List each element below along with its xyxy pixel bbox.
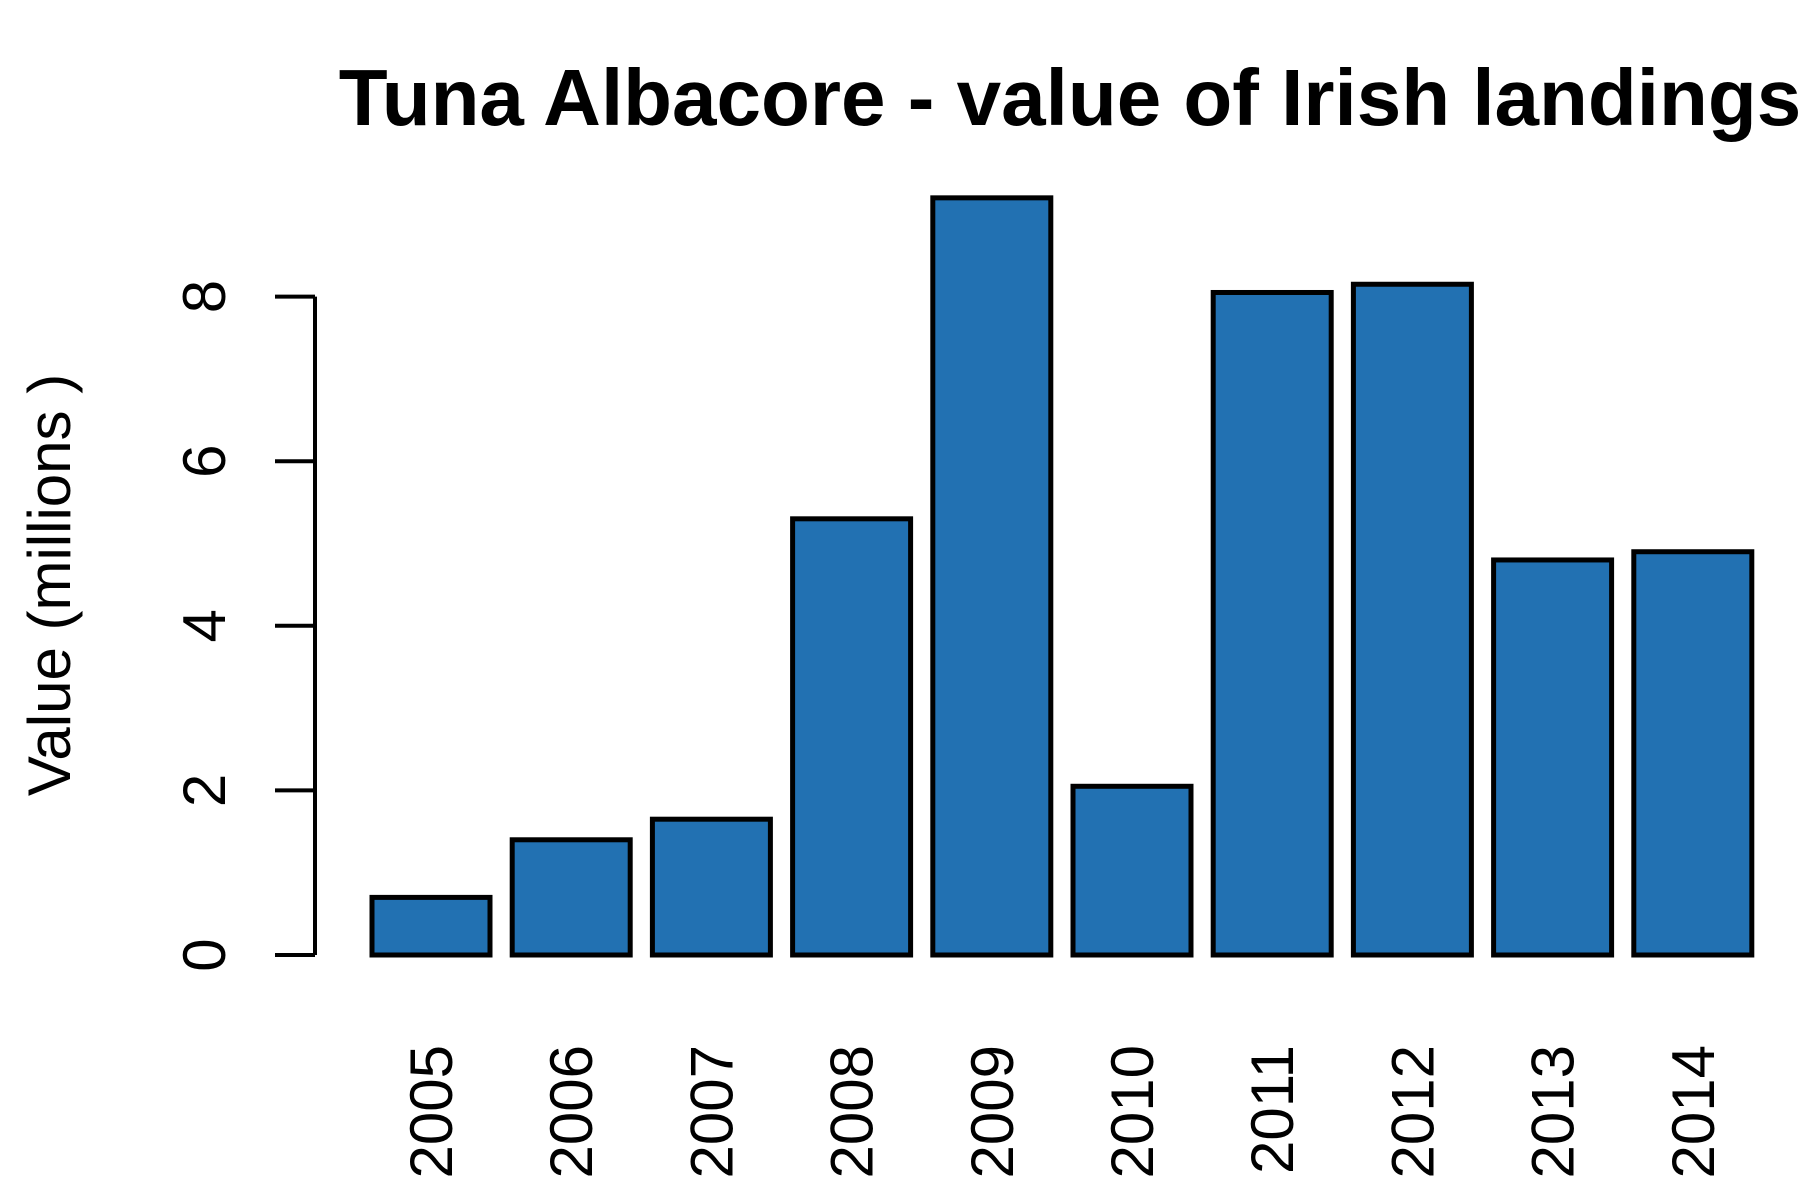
y-tick-label: 2 [171, 774, 238, 807]
bars-group [369, 195, 1755, 958]
bar-2013 [1491, 557, 1615, 958]
x-axis-labels: 2005 2006 2007 2008 2009 2010 2011 2012 2013 2014 [398, 1045, 1727, 1178]
x-tick-label: 2009 [959, 1045, 1026, 1178]
x-tick-label: 2007 [678, 1045, 745, 1178]
chart-title: Tuna Albacore - value of Irish landings [339, 53, 1800, 142]
bar-2010 [1070, 783, 1194, 958]
y-tick-label: 0 [171, 938, 238, 971]
x-tick-label: 2008 [819, 1045, 886, 1178]
bar-2007 [649, 816, 773, 958]
x-tick-label: 2013 [1520, 1045, 1587, 1178]
bar-2006 [509, 837, 633, 958]
x-tick-label: 2005 [398, 1045, 465, 1178]
x-tick-label: 2006 [538, 1045, 605, 1178]
y-tick-label: 6 [171, 445, 238, 478]
bar-2012 [1350, 281, 1474, 958]
x-tick-label: 2010 [1099, 1045, 1166, 1178]
x-tick-label: 2012 [1379, 1045, 1446, 1178]
y-tick-label: 8 [171, 280, 238, 313]
bar-2009 [930, 195, 1054, 958]
bar-2011 [1210, 289, 1334, 958]
x-tick-label: 2011 [1239, 1045, 1306, 1174]
bar-2008 [790, 516, 914, 958]
y-tick-label: 4 [171, 609, 238, 642]
y-axis-label: Value (millions ) [16, 374, 83, 796]
x-tick-label: 2014 [1660, 1045, 1727, 1178]
bar-2005 [369, 894, 493, 958]
bar-2014 [1631, 549, 1755, 958]
y-axis: 0 2 4 6 8 [171, 280, 317, 972]
